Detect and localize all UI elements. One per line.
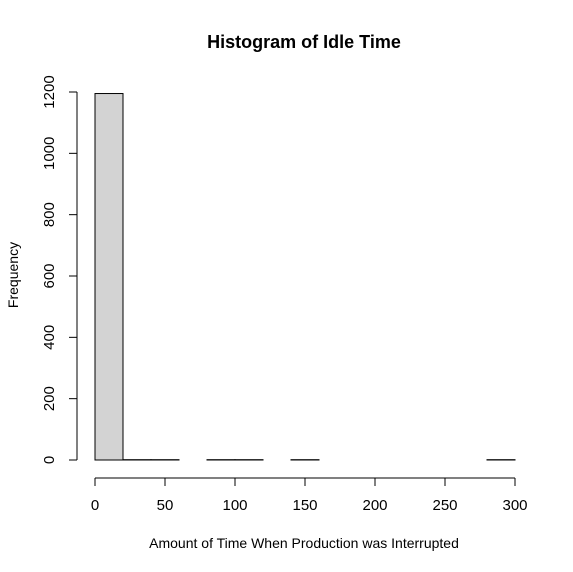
- y-tick-label: 400: [41, 325, 58, 350]
- bars-group: [94, 93, 516, 461]
- y-axis: 0 200 400 600 800 1000 1200: [41, 75, 78, 464]
- y-tick-label: 1000: [41, 137, 58, 170]
- x-tick-label: 250: [432, 497, 457, 514]
- y-tick-label: 1200: [41, 75, 58, 108]
- x-axis: 0 50 100 150 200 250 300: [91, 477, 528, 514]
- chart-title: Histogram of Idle Time: [207, 32, 401, 52]
- y-tick-label: 0: [41, 456, 58, 464]
- x-axis-label: Amount of Time When Production was Inter…: [149, 535, 459, 551]
- y-tick-label: 200: [41, 386, 58, 411]
- x-tick-label: 200: [362, 497, 387, 514]
- x-tick-label: 150: [292, 497, 317, 514]
- x-tick-label: 0: [91, 497, 99, 514]
- y-tick-label: 800: [41, 202, 58, 227]
- y-axis-label: Frequency: [5, 242, 21, 308]
- x-tick-label: 300: [502, 497, 527, 514]
- histogram-bar: [94, 93, 124, 461]
- x-tick-label: 50: [157, 497, 174, 514]
- x-tick-label: 100: [222, 497, 247, 514]
- y-tick-label: 600: [41, 263, 58, 288]
